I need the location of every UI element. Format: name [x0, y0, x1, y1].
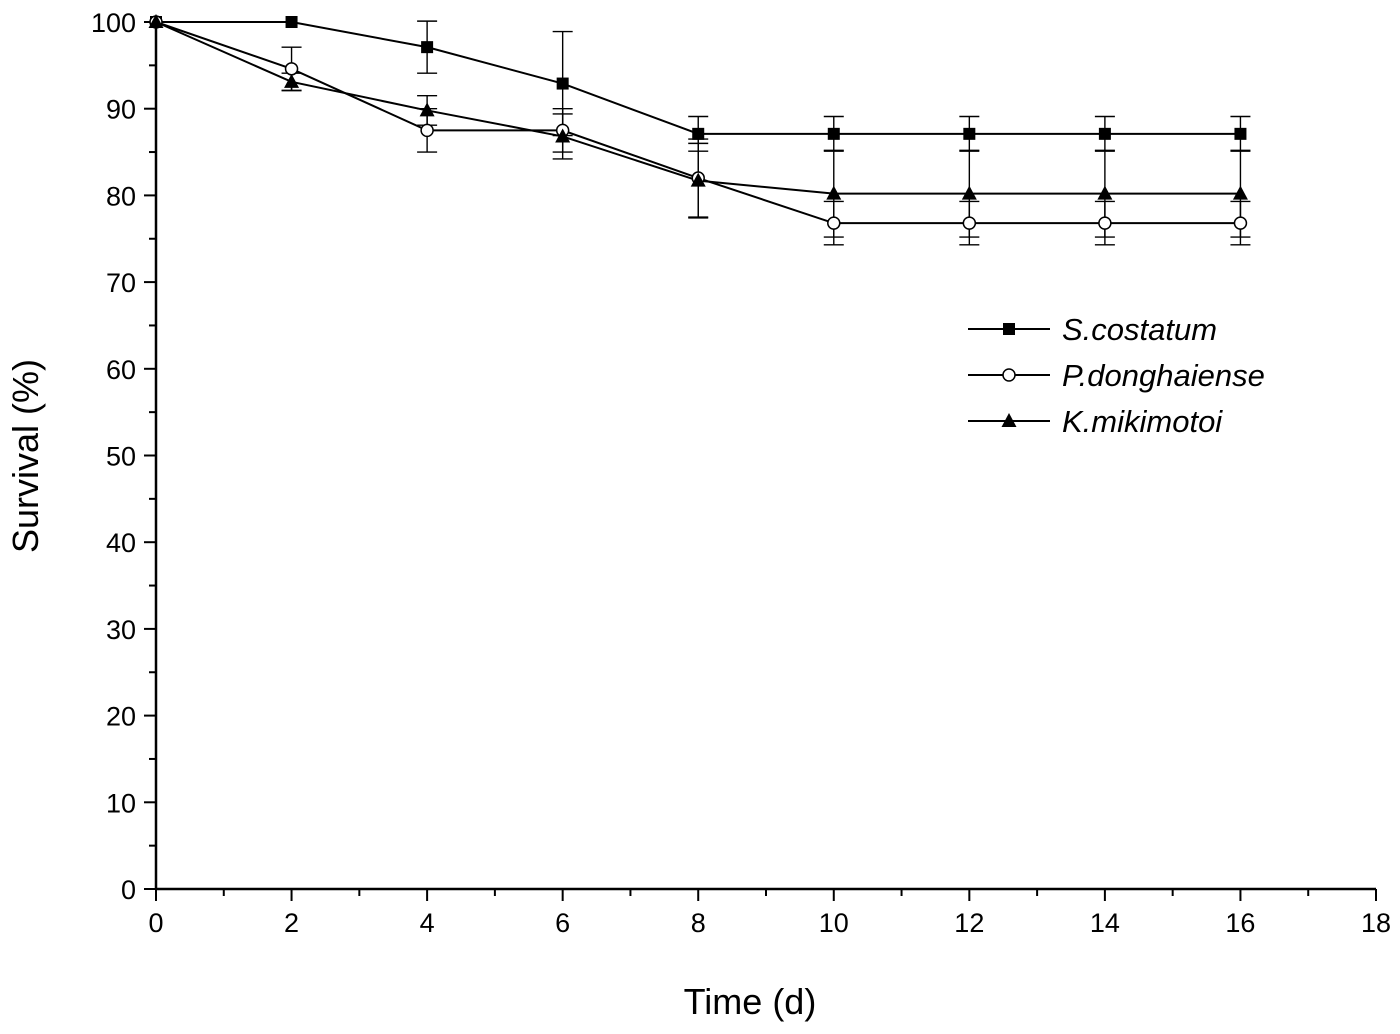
y-tick-label: 20 — [106, 702, 136, 732]
y-tick-label: 30 — [106, 615, 136, 645]
data-point-k-mikimotoi — [690, 172, 706, 187]
data-point-k-mikimotoi — [826, 185, 842, 200]
y-tick-label: 80 — [106, 181, 136, 211]
data-point-s-costatum — [1098, 127, 1111, 140]
x-tick-label: 8 — [691, 908, 706, 938]
x-tick-label: 18 — [1361, 908, 1391, 938]
data-point-p-donghaiense — [1098, 216, 1112, 230]
data-point-s-costatum — [692, 127, 705, 140]
data-point-k-mikimotoi — [419, 102, 435, 117]
legend-label-p-donghaiense: P.donghaiense — [1062, 358, 1265, 393]
x-tick-label: 0 — [148, 908, 163, 938]
x-tick-label: 14 — [1090, 908, 1120, 938]
legend-label-k-mikimotoi: K.mikimotoi — [1062, 404, 1223, 439]
data-point-k-mikimotoi — [1097, 185, 1113, 200]
legend-marker-k-mikimotoi — [1001, 413, 1017, 427]
legend-label-s-costatum: S.costatum — [1062, 312, 1217, 347]
data-point-p-donghaiense — [420, 123, 434, 138]
data-point-s-costatum — [1234, 127, 1247, 140]
data-point-s-costatum — [827, 127, 840, 140]
x-tick-label: 2 — [284, 908, 299, 938]
y-tick-label: 100 — [91, 8, 136, 38]
x-tick-label: 4 — [420, 908, 435, 938]
data-point-k-mikimotoi — [1232, 185, 1248, 200]
y-tick-label: 40 — [106, 528, 136, 558]
axes — [154, 22, 1376, 891]
x-tick-label: 16 — [1225, 908, 1255, 938]
legend-marker-p-donghaiense — [1002, 368, 1016, 382]
data-point-s-costatum — [963, 127, 976, 140]
data-point-p-donghaiense — [1233, 216, 1248, 230]
y-tick-label: 0 — [121, 875, 136, 905]
data-point-p-donghaiense — [962, 216, 977, 230]
series-markers — [148, 14, 1248, 230]
y-tick-label: 60 — [106, 355, 136, 385]
data-point-k-mikimotoi — [284, 73, 300, 88]
data-point-k-mikimotoi — [555, 128, 571, 143]
data-point-k-mikimotoi — [148, 14, 164, 28]
data-point-s-costatum — [556, 77, 569, 90]
data-point-s-costatum — [285, 16, 298, 28]
y-tick-label: 90 — [106, 95, 136, 125]
y-tick-label: 70 — [106, 268, 136, 298]
y-tick-label: 10 — [106, 788, 136, 818]
legend-marker-s-costatum — [1003, 323, 1015, 335]
x-axis-title: Time (d) — [684, 981, 817, 1022]
y-tick-label: 50 — [106, 442, 136, 472]
data-point-k-mikimotoi — [961, 185, 977, 200]
x-tick-label: 12 — [954, 908, 984, 938]
x-tick-label: 6 — [555, 908, 570, 938]
data-point-p-donghaiense — [827, 216, 841, 230]
axis-ticks: 0 2 4 6 8 10 12 14 16 18 0 10 20 30 40 50 60 70 80 90 100 — [91, 8, 1391, 938]
legend: S.costatum P.donghaiense K.mikimotoi — [968, 312, 1265, 439]
data-point-p-donghaiense — [284, 62, 299, 76]
y-axis-title: Survival (%) — [5, 359, 46, 553]
x-tick-label: 10 — [819, 908, 849, 938]
data-point-s-costatum — [421, 41, 434, 54]
